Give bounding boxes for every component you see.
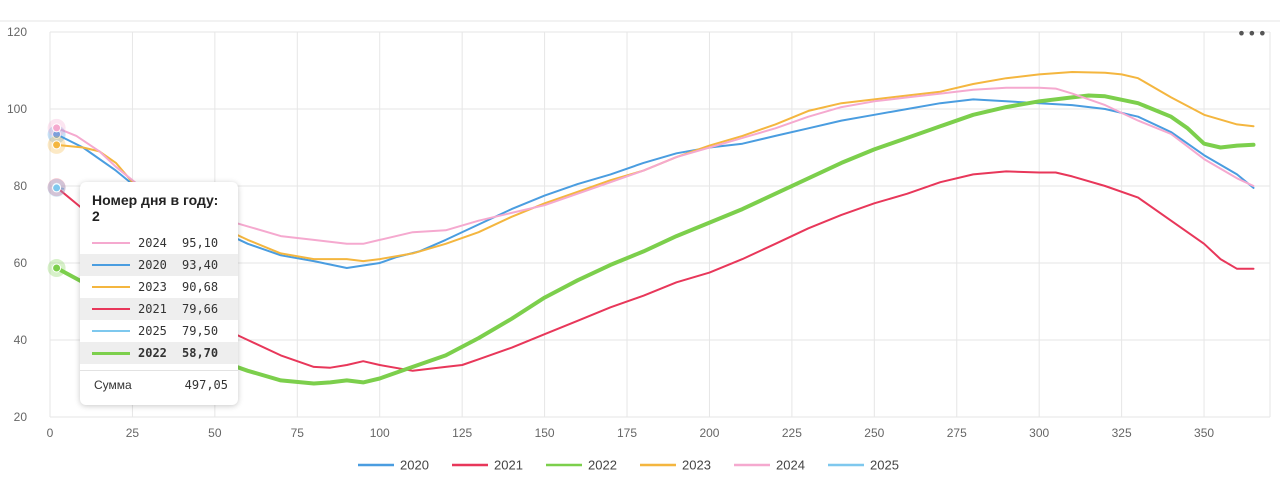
- tooltip-row-2020: 2020 93,40: [80, 254, 238, 276]
- tooltip-row-2024: 2024 95,10: [80, 232, 238, 254]
- y-tick-label: 40: [14, 333, 28, 347]
- legend-label: 2024: [776, 458, 805, 473]
- legend-item-2023[interactable]: 2023: [640, 458, 711, 473]
- tooltip-sum-label: Сумма: [94, 378, 132, 392]
- tooltip-swatch: [92, 351, 130, 355]
- tooltip-sum-row: Сумма 497,05: [80, 371, 238, 399]
- series-line-2020[interactable]: [55, 98, 1255, 269]
- x-tick-label: 75: [291, 426, 305, 440]
- x-tick-label: 100: [370, 426, 390, 440]
- legend-item-2022[interactable]: 2022: [546, 458, 617, 473]
- tooltip-series-value: 93,40: [182, 258, 219, 272]
- tooltip-swatch: [92, 330, 130, 332]
- x-tick-label: 25: [126, 426, 140, 440]
- y-tick-label: 80: [14, 179, 28, 193]
- x-tick-label: 350: [1194, 426, 1214, 440]
- more-options-icon[interactable]: •••: [1236, 24, 1268, 43]
- tooltip-row-2023: 2023 90,68: [80, 276, 238, 298]
- hover-point-2023: [52, 140, 62, 150]
- x-tick-label: 0: [47, 426, 54, 440]
- x-tick-label: 250: [864, 426, 884, 440]
- x-tick-label: 275: [947, 426, 967, 440]
- tooltip-series-name: 2021: [138, 302, 167, 316]
- tooltip-series-value: 79,50: [182, 324, 219, 338]
- tooltip-title: Номер дня в году: 2: [92, 192, 219, 224]
- axes: 20 40 60 80 100 120 0 25 50 75 100 125 150 175 200 225 2…: [7, 25, 1214, 440]
- tooltip-series-name: 2023: [138, 280, 167, 294]
- y-tick-label: 100: [7, 102, 27, 116]
- legend-label: 2023: [682, 458, 711, 473]
- legend-item-2025[interactable]: 2025: [828, 458, 899, 473]
- tooltip-swatch: [92, 264, 130, 266]
- hover-tooltip: Номер дня в году: 2 2024 95,10 2020 93,40 20…: [80, 182, 238, 405]
- legend-item-2024[interactable]: 2024: [734, 458, 805, 473]
- legend-label: 2021: [494, 458, 523, 473]
- legend[interactable]: 2020 2021 2022 2023 2024 2025: [358, 458, 899, 473]
- x-tick-label: 200: [699, 426, 719, 440]
- hover-point-2022: [52, 263, 62, 273]
- y-tick-label: 20: [14, 410, 28, 424]
- tooltip-series-name: 2025: [138, 324, 167, 338]
- x-tick-label: 50: [208, 426, 222, 440]
- tooltip-series-value: 95,10: [182, 236, 219, 250]
- tooltip-swatch: [92, 242, 130, 244]
- x-tick-label: 125: [452, 426, 472, 440]
- hover-point-2025: [52, 183, 62, 193]
- tooltip-series-name: 2020: [138, 258, 167, 272]
- tooltip-separator: [80, 370, 238, 371]
- tooltip-rows: 2024 95,10 2020 93,40 2023 90,68 2021 79,66 2025…: [80, 232, 238, 364]
- x-tick-label: 150: [535, 426, 555, 440]
- legend-item-2021[interactable]: 2021: [452, 458, 523, 473]
- tooltip-sum-value: 497,05: [184, 378, 228, 392]
- tooltip-row-2022: 2022 58,70: [80, 342, 238, 364]
- series-line-2021[interactable]: [55, 170, 1255, 372]
- tooltip-series-value: 79,66: [182, 302, 219, 316]
- hover-point-2024: [52, 123, 62, 133]
- y-tick-label: 120: [7, 25, 27, 39]
- x-tick-label: 175: [617, 426, 637, 440]
- series-line-2022[interactable]: [54, 93, 1256, 386]
- tooltip-series-value: 90,68: [182, 280, 219, 294]
- tooltip-row-2021: 2021 79,66: [80, 298, 238, 320]
- hover-markers: [47, 118, 66, 278]
- legend-label: 2020: [400, 458, 429, 473]
- tooltip-series-value: 58,70: [182, 346, 219, 360]
- tooltip-swatch: [92, 308, 130, 310]
- x-tick-label: 325: [1112, 426, 1132, 440]
- legend-item-2020[interactable]: 2020: [358, 458, 429, 473]
- tooltip-swatch: [92, 286, 130, 288]
- tooltip-row-2025: 2025 79,50: [80, 320, 238, 342]
- legend-label: 2022: [588, 458, 617, 473]
- tooltip-series-name: 2022: [138, 346, 167, 360]
- legend-label: 2025: [870, 458, 899, 473]
- y-tick-label: 60: [14, 256, 28, 270]
- tooltip-series-name: 2024: [138, 236, 167, 250]
- x-tick-label: 300: [1029, 426, 1049, 440]
- x-tick-label: 225: [782, 426, 802, 440]
